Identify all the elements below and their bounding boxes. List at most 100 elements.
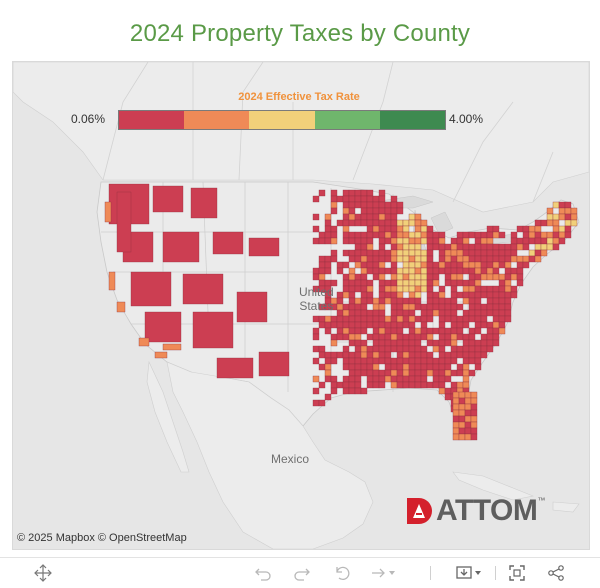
county-shape[interactable] — [366, 207, 374, 215]
county-shape[interactable] — [372, 363, 380, 371]
county-shape[interactable] — [444, 273, 452, 281]
county-shape[interactable] — [420, 255, 428, 263]
county-shape[interactable] — [474, 243, 482, 251]
county-shape[interactable] — [474, 303, 482, 311]
county-shape[interactable] — [312, 315, 320, 323]
county-shape[interactable] — [452, 427, 460, 435]
county-shape[interactable] — [504, 297, 512, 305]
county-shape[interactable] — [492, 249, 500, 257]
county-shape[interactable] — [342, 189, 350, 197]
county-shape[interactable] — [192, 311, 234, 349]
county-shape[interactable] — [342, 345, 350, 353]
county-shape[interactable] — [570, 207, 578, 215]
county-shape[interactable] — [354, 315, 362, 323]
county-shape[interactable] — [468, 231, 476, 239]
county-shape[interactable] — [318, 261, 326, 269]
county-shape[interactable] — [546, 213, 554, 221]
county-shape[interactable] — [462, 249, 470, 257]
county-shape[interactable] — [312, 195, 320, 203]
undo-icon[interactable] — [253, 564, 273, 582]
county-shape[interactable] — [324, 369, 332, 377]
county-shape[interactable] — [492, 273, 500, 281]
county-shape[interactable] — [384, 207, 392, 215]
county-shape[interactable] — [360, 369, 368, 377]
county-shape[interactable] — [462, 357, 470, 365]
county-shape[interactable] — [402, 231, 410, 239]
county-shape[interactable] — [492, 339, 500, 347]
county-shape[interactable] — [474, 297, 482, 305]
county-shape[interactable] — [486, 303, 494, 311]
move-icon[interactable] — [33, 564, 53, 582]
county-shape[interactable] — [372, 333, 380, 341]
county-shape[interactable] — [360, 189, 368, 197]
county-shape[interactable] — [360, 387, 368, 395]
county-shape[interactable] — [468, 285, 476, 293]
county-shape[interactable] — [438, 357, 446, 365]
county-shape[interactable] — [516, 261, 524, 269]
county-shape[interactable] — [348, 291, 356, 299]
county-shape[interactable] — [414, 261, 422, 269]
county-shape[interactable] — [348, 273, 356, 281]
county-shape[interactable] — [330, 237, 338, 245]
county-shape[interactable] — [432, 297, 440, 305]
county-shape[interactable] — [330, 189, 338, 197]
county-shape[interactable] — [312, 237, 320, 245]
county-shape[interactable] — [492, 243, 500, 251]
county-shape[interactable] — [444, 309, 452, 317]
county-shape[interactable] — [318, 399, 326, 407]
county-shape[interactable] — [330, 339, 338, 347]
county-shape[interactable] — [462, 321, 470, 329]
county-shape[interactable] — [486, 285, 494, 293]
county-shape[interactable] — [492, 261, 500, 269]
county-shape[interactable] — [470, 421, 478, 429]
county-shape[interactable] — [354, 387, 362, 395]
county-shape[interactable] — [504, 255, 512, 263]
county-shape[interactable] — [390, 279, 398, 287]
county-shape[interactable] — [456, 231, 464, 239]
county-shape[interactable] — [456, 255, 464, 263]
county-shape[interactable] — [372, 267, 380, 275]
county-shape[interactable] — [452, 415, 460, 423]
county-shape[interactable] — [366, 201, 374, 209]
county-shape[interactable] — [408, 351, 416, 359]
county-shape[interactable] — [486, 231, 494, 239]
county-shape[interactable] — [414, 381, 422, 389]
county-shape[interactable] — [486, 327, 494, 335]
county-shape[interactable] — [420, 321, 428, 329]
county-shape[interactable] — [510, 285, 518, 293]
county-shape[interactable] — [492, 231, 500, 239]
county-shape[interactable] — [486, 249, 494, 257]
county-shape[interactable] — [318, 237, 326, 245]
county-shape[interactable] — [474, 315, 482, 323]
county-shape[interactable] — [444, 243, 452, 251]
county-shape[interactable] — [330, 195, 338, 203]
county-shape[interactable] — [522, 261, 530, 269]
county-shape[interactable] — [366, 345, 374, 353]
county-shape[interactable] — [408, 267, 416, 275]
county-shape[interactable] — [378, 297, 386, 305]
county-shape[interactable] — [372, 213, 380, 221]
county-shape[interactable] — [348, 303, 356, 311]
county-shape[interactable] — [366, 213, 374, 221]
county-shape[interactable] — [366, 333, 374, 341]
county-shape[interactable] — [372, 375, 380, 383]
county-shape[interactable] — [468, 279, 476, 287]
county-shape[interactable] — [516, 279, 524, 287]
county-shape[interactable] — [318, 231, 326, 239]
county-shape[interactable] — [450, 255, 458, 263]
county-shape[interactable] — [378, 303, 386, 311]
county-shape[interactable] — [330, 225, 338, 233]
county-shape[interactable] — [372, 327, 380, 335]
county-shape[interactable] — [468, 333, 476, 341]
county-shape[interactable] — [426, 279, 434, 287]
county-shape[interactable] — [534, 249, 542, 257]
county-shape[interactable] — [354, 369, 362, 377]
county-shape[interactable] — [336, 267, 344, 275]
county-shape[interactable] — [420, 345, 428, 353]
county-shape[interactable] — [462, 345, 470, 353]
county-shape[interactable] — [348, 357, 356, 365]
county-shape[interactable] — [462, 231, 470, 239]
county-shape[interactable] — [432, 327, 440, 335]
county-shape[interactable] — [384, 285, 392, 293]
county-shape[interactable] — [366, 291, 374, 299]
